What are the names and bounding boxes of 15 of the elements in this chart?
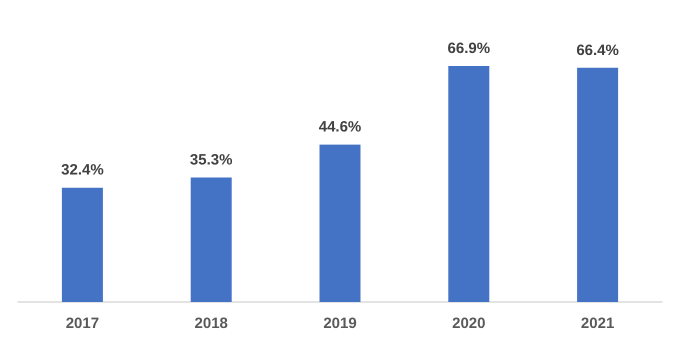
x-tick-label: 2019	[323, 315, 357, 332]
data-label: 35.3%	[190, 151, 232, 168]
bar	[62, 188, 103, 302]
bar	[320, 144, 360, 302]
x-tick-label: 2018	[194, 315, 228, 332]
x-tick-label: 2017	[66, 315, 100, 332]
bar	[190, 177, 232, 302]
x-tick-label: 2020	[452, 315, 486, 332]
data-label: 66.9%	[448, 40, 490, 57]
data-label: 44.6%	[318, 118, 362, 136]
data-label: 66.4%	[576, 42, 619, 59]
data-label: 32.4%	[61, 162, 104, 179]
x-tick-label: 2021	[580, 315, 614, 332]
bar	[448, 66, 490, 302]
bar	[577, 68, 618, 302]
